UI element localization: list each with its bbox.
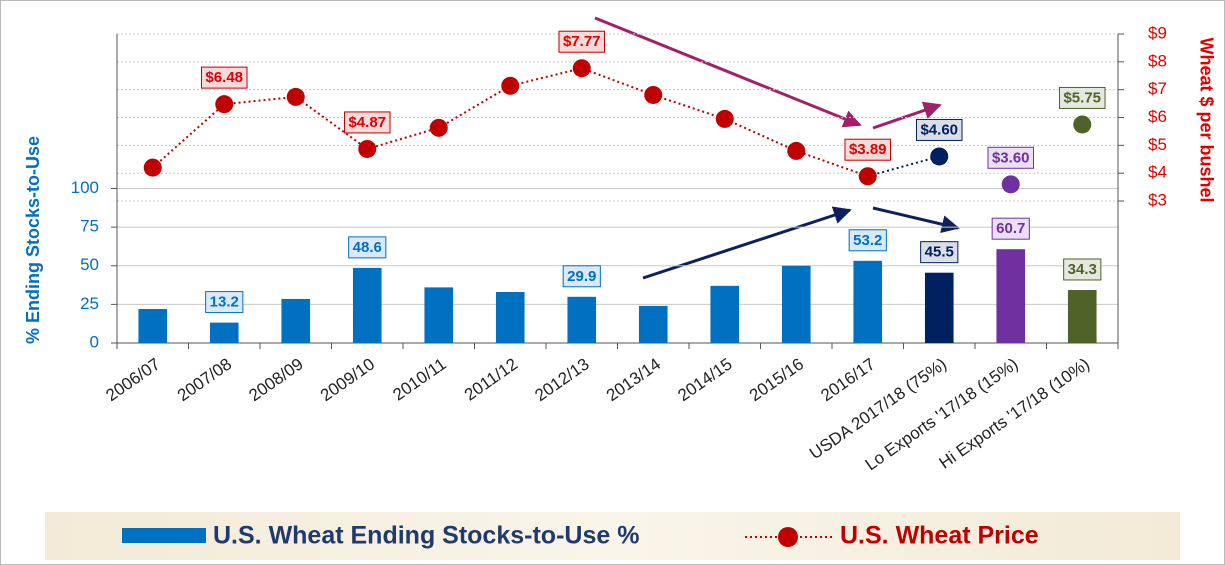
- price-line-segment: [867, 155, 940, 178]
- y2-tick-label: $8: [1148, 51, 1167, 70]
- price-point: [930, 147, 949, 166]
- price-point: [787, 141, 806, 160]
- label-box: [987, 146, 1035, 169]
- y2-tick-label: $4: [1148, 163, 1167, 182]
- price-point: [358, 139, 377, 158]
- arrow: [872, 101, 942, 130]
- data-label: 53.2: [853, 232, 882, 249]
- data-label: 13.2: [210, 294, 239, 311]
- price-point: [644, 85, 663, 104]
- y-tick-label: 75: [80, 217, 99, 236]
- price-point: [429, 118, 448, 137]
- label-box: [844, 139, 891, 161]
- bar: [781, 265, 811, 343]
- data-label: 60.7: [996, 220, 1025, 237]
- price-point: [143, 158, 162, 177]
- y2-tick-label: $9: [1148, 23, 1167, 42]
- y-tick-label: 100: [71, 178, 99, 197]
- data-label: $4.87: [348, 114, 386, 131]
- y2-axis-title: Wheat $ per bushel: [1196, 37, 1216, 202]
- data-label: 29.9: [567, 268, 596, 285]
- legend-band: [45, 512, 1180, 560]
- label-box: [987, 147, 1034, 169]
- legend-swatch: [122, 528, 206, 543]
- bar: [281, 298, 311, 343]
- label-box: [348, 236, 387, 259]
- legend-marker: [778, 527, 798, 547]
- label-box: [915, 118, 963, 141]
- label-box: [1058, 86, 1106, 109]
- label-box: [558, 31, 605, 53]
- label-box: [848, 229, 887, 252]
- data-label: 34.3: [1068, 261, 1097, 278]
- bar: [352, 267, 382, 343]
- bar: [638, 305, 668, 343]
- data-label: $5.75: [1063, 89, 1101, 106]
- bar: [710, 285, 740, 343]
- label-box: [920, 241, 959, 264]
- arrow: [872, 206, 960, 234]
- y2-tick-label: $3: [1148, 191, 1167, 210]
- data-label: $3.89: [849, 141, 887, 158]
- price-point: [215, 95, 234, 114]
- legend-label: U.S. Wheat Ending Stocks-to-Use %: [213, 522, 639, 550]
- label-box: [200, 66, 248, 89]
- label-box: [343, 111, 391, 134]
- price-point: [858, 167, 877, 186]
- label-box: [201, 67, 248, 89]
- bar: [209, 322, 239, 343]
- bar: [495, 292, 525, 343]
- label-box: [1063, 258, 1101, 280]
- label-box: [562, 265, 601, 288]
- label-box: [563, 265, 601, 287]
- y-tick-label: 0: [90, 332, 99, 351]
- bar: [567, 296, 597, 343]
- y2-tick-label: $5: [1148, 135, 1167, 154]
- price-point: [572, 59, 591, 78]
- label-box: [348, 236, 386, 258]
- label-box: [844, 138, 892, 161]
- data-label: 45.5: [925, 244, 954, 261]
- bar: [138, 309, 168, 343]
- price-point: [1001, 175, 1020, 194]
- y2-tick-label: $7: [1148, 79, 1167, 98]
- price-point: [715, 109, 734, 128]
- label-box: [1063, 258, 1102, 281]
- label-box: [205, 291, 244, 314]
- data-label: $4.60: [920, 121, 958, 138]
- data-label: $3.60: [992, 149, 1030, 166]
- bar: [424, 287, 454, 343]
- label-box: [920, 241, 958, 263]
- label-box: [992, 218, 1030, 240]
- bar: [924, 272, 954, 343]
- label-box: [916, 119, 963, 141]
- legend-label: U.S. Wheat Price: [840, 522, 1039, 550]
- bar: [853, 260, 883, 343]
- y2-tick-label: $6: [1148, 107, 1167, 126]
- y-tick-label: 25: [80, 294, 99, 313]
- y-axis-title: % Ending Stocks-to-Use: [23, 136, 43, 344]
- label-box: [558, 30, 606, 53]
- data-label: 48.6: [353, 239, 382, 256]
- bar: [996, 249, 1026, 343]
- price-point: [1073, 115, 1092, 134]
- label-box: [344, 111, 391, 133]
- arrow: [642, 206, 852, 280]
- label-box: [991, 217, 1030, 240]
- y-tick-label: 50: [80, 255, 99, 274]
- arrow: [594, 16, 862, 128]
- price-point: [501, 76, 520, 95]
- data-label: $7.77: [563, 33, 601, 50]
- price-point: [286, 87, 305, 106]
- bar: [1067, 290, 1097, 343]
- label-box: [205, 291, 243, 313]
- data-label: $6.48: [205, 69, 243, 86]
- label-box: [849, 229, 887, 251]
- label-box: [1059, 87, 1106, 109]
